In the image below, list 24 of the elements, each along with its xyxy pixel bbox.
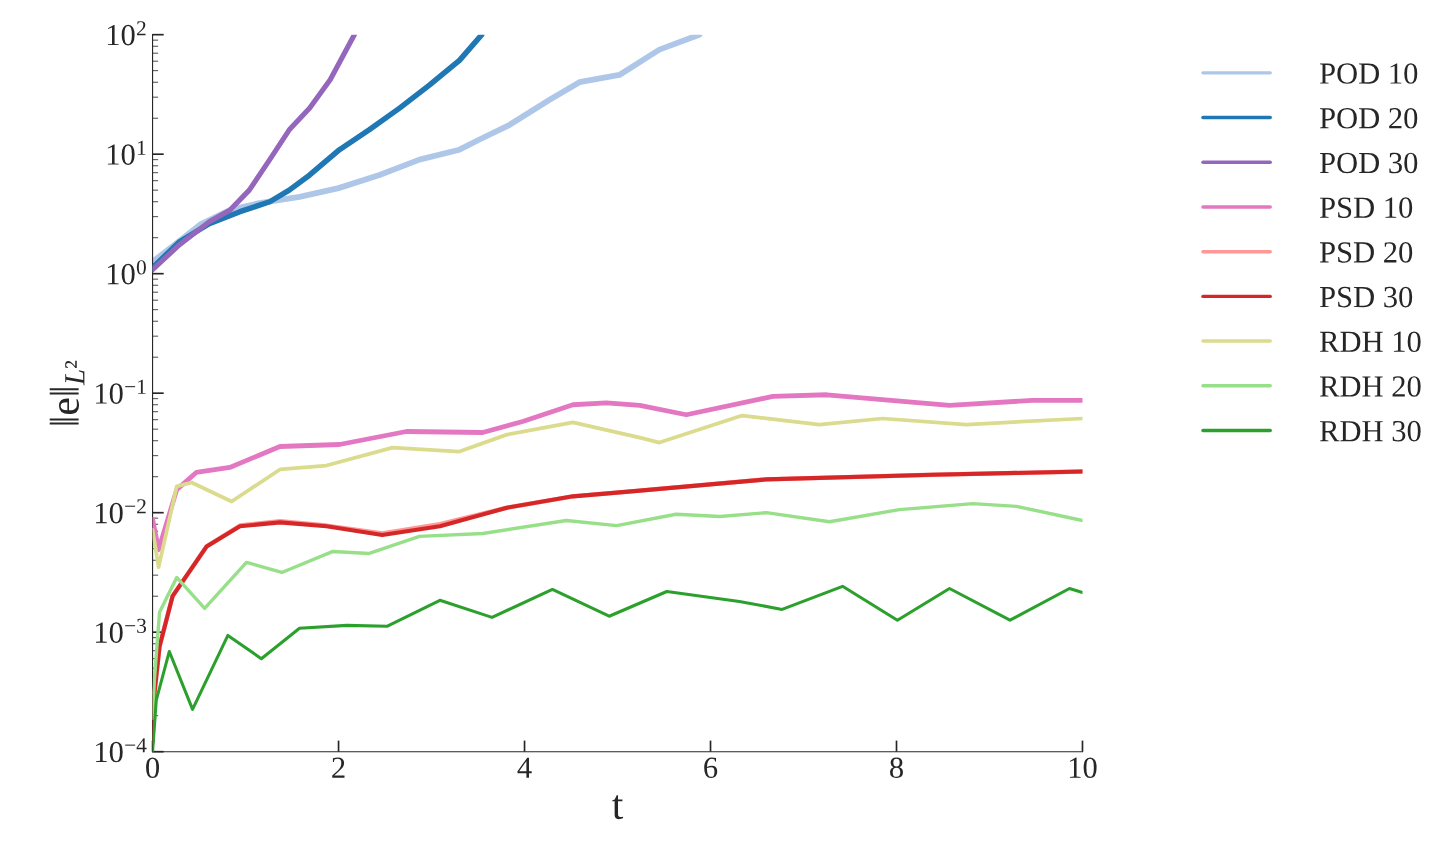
y-tick-label: 10$^{0}$ <box>107 260 146 285</box>
y-tick-label: 10$^{−2}$ <box>96 499 146 524</box>
y-axis-title: ‖e‖$_{L²}$ <box>49 360 85 425</box>
legend-label: PSD 20 <box>1319 242 1413 263</box>
x-tick-label: 8 <box>890 757 903 779</box>
x-tick-label: 2 <box>332 757 345 778</box>
legend-label: RDH 30 <box>1319 420 1421 442</box>
legend-label: PSD 30 <box>1319 286 1413 308</box>
legend-label: POD 20 <box>1319 107 1418 129</box>
y-tick-label: 10$^{−1}$ <box>96 379 146 404</box>
legend-label: RDH 20 <box>1319 376 1421 397</box>
legend-label: RDH 10 <box>1319 331 1421 353</box>
x-tick-label: 4 <box>517 757 532 778</box>
legend-label: PSD 10 <box>1319 197 1413 218</box>
y-tick-label: 10$^{1}$ <box>107 140 146 165</box>
legend-label: POD 10 <box>1319 63 1418 84</box>
x-tick-label: 6 <box>704 757 718 779</box>
x-axis-title: t <box>612 795 624 820</box>
x-tick-label: 0 <box>146 757 160 779</box>
y-tick-label: 10$^{−4}$ <box>96 738 147 763</box>
y-tick-label: 10$^{2}$ <box>107 21 146 46</box>
x-tick-label: 10 <box>1069 757 1097 779</box>
y-tick-label: 10$^{−3}$ <box>96 618 147 643</box>
legend-label: POD 30 <box>1319 152 1418 174</box>
